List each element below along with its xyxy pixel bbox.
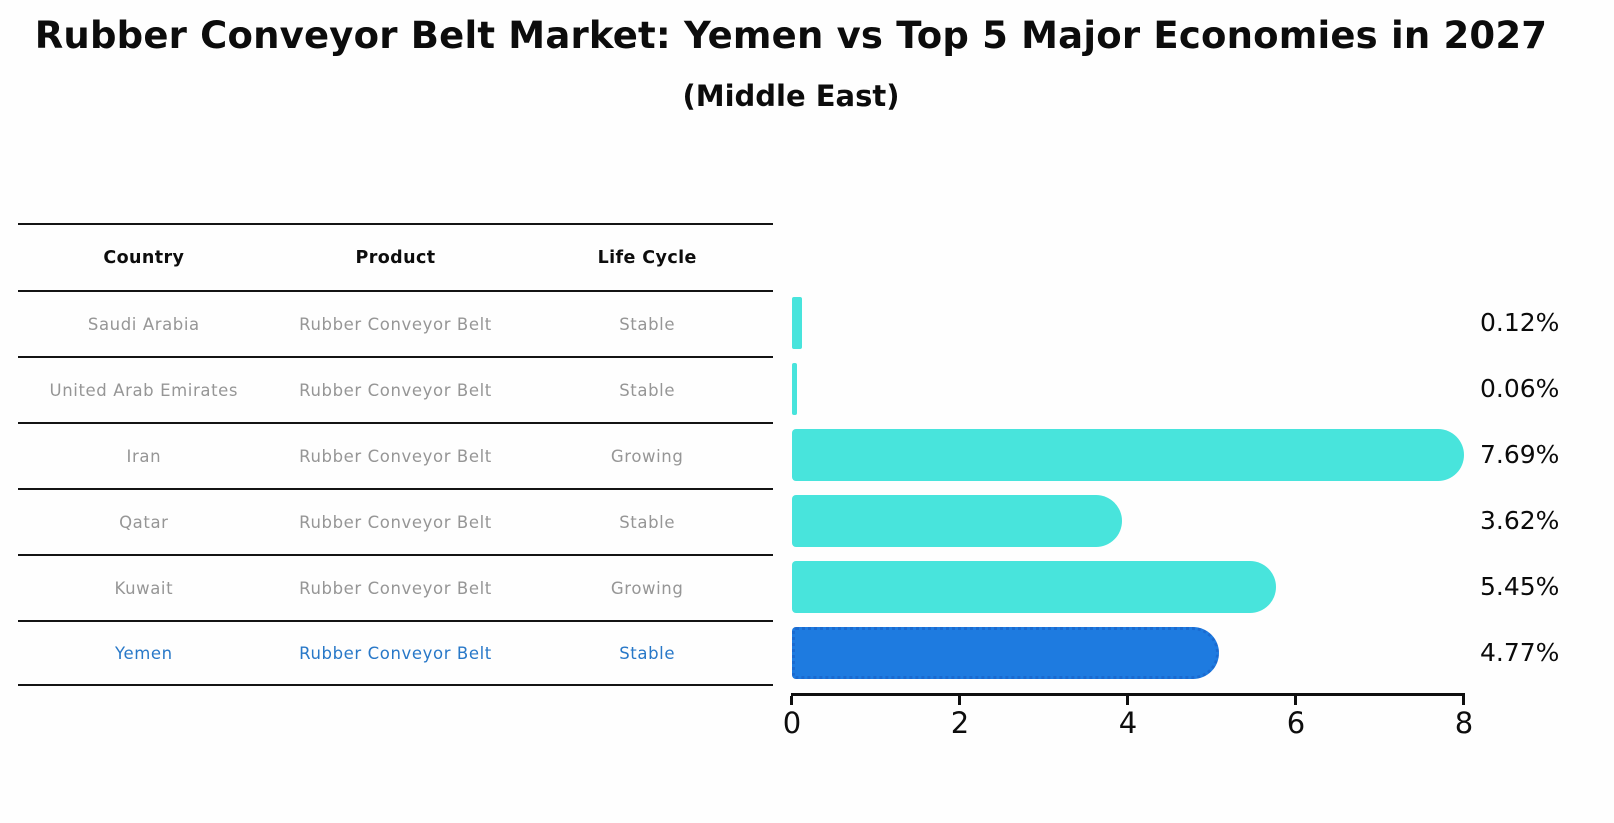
bar-saudi-arabia xyxy=(792,297,803,349)
cell-country: Iran xyxy=(126,446,162,466)
bar-kuwait xyxy=(792,561,1276,613)
cell-product: Rubber Conveyor Belt xyxy=(299,446,492,466)
cell-life-cycle: Growing xyxy=(610,446,684,466)
cell-product: Rubber Conveyor Belt xyxy=(299,314,492,334)
bar-iran xyxy=(792,429,1464,481)
cell-life-cycle: Growing xyxy=(610,578,684,598)
cell-country: Qatar xyxy=(119,512,169,532)
cell-product: Rubber Conveyor Belt xyxy=(299,643,492,663)
cell-life-cycle: Stable xyxy=(619,314,676,334)
value-label-saudi-arabia: 0.12% xyxy=(1480,308,1560,337)
bar-united-arab-emirates xyxy=(792,363,798,415)
chart-subtitle: (Middle East) xyxy=(682,79,900,113)
table-row-qatar: Qatar Rubber Conveyor Belt Stable xyxy=(18,488,773,554)
cell-country: United Arab Emirates xyxy=(49,380,239,400)
table-row-united-arab-emirates: United Arab Emirates Rubber Conveyor Belt… xyxy=(18,356,773,422)
cell-life-cycle: Stable xyxy=(619,380,676,400)
table-row-kuwait: Kuwait Rubber Conveyor Belt Growing xyxy=(18,554,773,620)
x-axis-tick-0 xyxy=(790,696,793,705)
chart-title: Rubber Conveyor Belt Market: Yemen vs To… xyxy=(34,14,1548,57)
table-row-yemen: Yemen Rubber Conveyor Belt Stable xyxy=(18,620,773,686)
table-row-saudi-arabia: Saudi Arabia Rubber Conveyor Belt Stable xyxy=(18,290,773,356)
x-axis-tick-6 xyxy=(1294,696,1297,705)
x-axis-tick-label-6: 6 xyxy=(1286,706,1306,740)
x-axis-tick-label-0: 0 xyxy=(782,706,802,740)
x-axis-line xyxy=(791,693,1465,696)
x-axis-tick-4 xyxy=(1126,696,1129,705)
x-axis-tick-2 xyxy=(958,696,961,705)
column-header-life-cycle: Life Cycle xyxy=(597,247,697,268)
bar-yemen xyxy=(792,627,1219,679)
cell-life-cycle: Stable xyxy=(619,512,676,532)
column-header-country: Country xyxy=(103,247,185,268)
cell-product: Rubber Conveyor Belt xyxy=(299,578,492,598)
x-axis-tick-label-2: 2 xyxy=(950,706,970,740)
value-label-yemen: 4.77% xyxy=(1480,638,1560,667)
table-row-iran: Iran Rubber Conveyor Belt Growing xyxy=(18,422,773,488)
cell-country: Kuwait xyxy=(114,578,174,598)
value-label-united-arab-emirates: 0.06% xyxy=(1480,374,1560,403)
value-label-iran: 7.69% xyxy=(1480,440,1560,469)
cell-product: Rubber Conveyor Belt xyxy=(299,380,492,400)
column-header-product: Product xyxy=(355,247,436,268)
comparison-table: Country Product Life Cycle Saudi Arabia Rubb… xyxy=(18,223,773,686)
x-axis-tick-label-4: 4 xyxy=(1118,706,1138,740)
value-label-qatar: 3.62% xyxy=(1480,506,1560,535)
value-label-kuwait: 5.45% xyxy=(1480,572,1560,601)
cell-life-cycle: Stable xyxy=(619,643,676,663)
cell-product: Rubber Conveyor Belt xyxy=(299,512,492,532)
bar-qatar xyxy=(792,495,1123,547)
table-header-row: Country Product Life Cycle xyxy=(18,223,773,290)
x-axis-tick-8 xyxy=(1462,696,1465,705)
x-axis-tick-label-8: 8 xyxy=(1454,706,1474,740)
cell-country: Yemen xyxy=(114,643,173,663)
cell-country: Saudi Arabia xyxy=(87,314,200,334)
